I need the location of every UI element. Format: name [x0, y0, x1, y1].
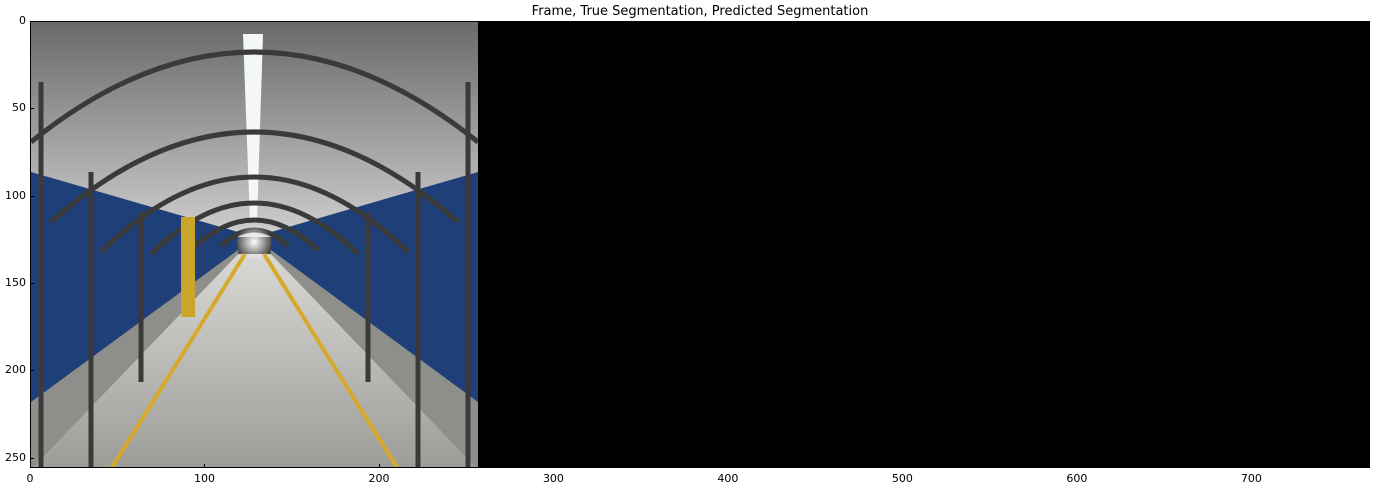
x-tick-label: 400 — [717, 472, 739, 485]
x-tick-label: 600 — [1066, 472, 1088, 485]
x-tick-mark — [902, 464, 904, 468]
y-tick-label: 150 — [5, 275, 26, 289]
x-tick-mark — [1076, 464, 1078, 468]
figure-title: Frame, True Segmentation, Predicted Segm… — [531, 4, 869, 19]
y-tick-label: 250 — [5, 450, 26, 464]
x-tick-mark — [553, 464, 555, 468]
y-tick-mark — [30, 457, 34, 459]
x-tick-mark — [204, 464, 206, 468]
y-tick-mark — [30, 195, 34, 197]
x-tick-label: 700 — [1240, 472, 1262, 485]
x-tick-label: 0 — [26, 472, 34, 485]
y-tick-label: 0 — [19, 14, 26, 27]
x-tick-label: 200 — [368, 472, 390, 485]
y-tick-label: 100 — [5, 188, 26, 202]
x-tick-label: 300 — [542, 472, 564, 485]
image-axes — [30, 21, 1370, 468]
x-tick-label: 100 — [193, 472, 215, 485]
y-tick-mark — [30, 21, 34, 22]
x-tick-mark — [1251, 464, 1253, 468]
y-tick-label: 200 — [5, 363, 26, 377]
y-tick-mark — [30, 282, 34, 284]
predicted-segmentation — [925, 22, 1369, 467]
x-tick-mark — [30, 464, 31, 468]
y-tick-mark — [30, 370, 34, 372]
x-tick-mark — [727, 464, 729, 468]
x-tick-label: 500 — [891, 472, 913, 485]
y-tick-mark — [30, 108, 34, 110]
x-tick-mark — [378, 464, 380, 468]
true-segmentation — [478, 22, 925, 467]
frame-image — [31, 22, 478, 467]
y-tick-label: 50 — [12, 101, 26, 115]
